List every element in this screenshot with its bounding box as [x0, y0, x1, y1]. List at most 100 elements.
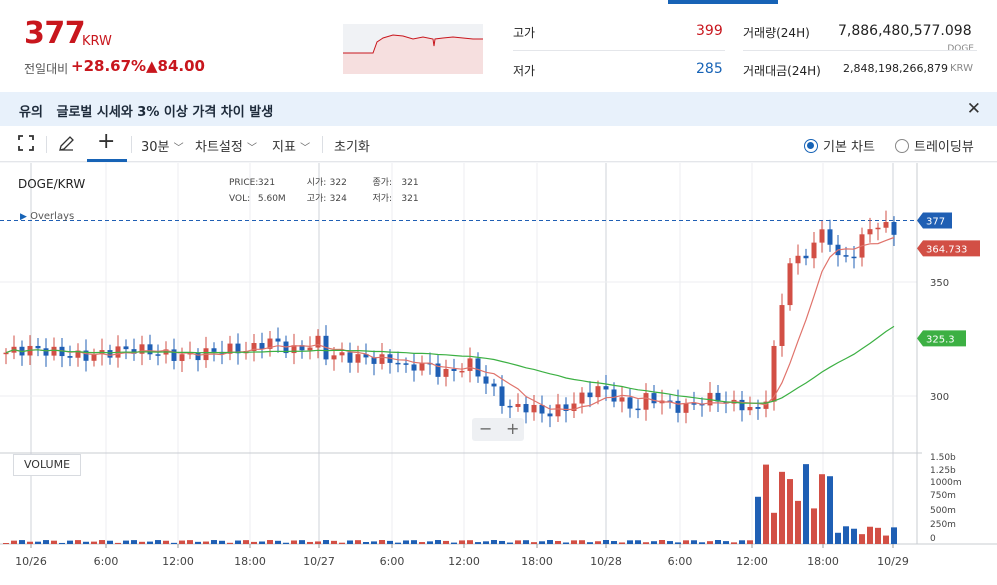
zoom-out-button[interactable]: −: [479, 419, 493, 438]
price-chart[interactable]: 350 300 1.50b 1.25b 1000m 750m 500m 250m 0 377 364…: [0, 163, 997, 585]
volume-bar: [867, 526, 873, 544]
volume-unit: DOGE: [947, 44, 974, 54]
pencil-icon[interactable]: [58, 135, 75, 156]
candle: [587, 392, 593, 398]
volume-bar: [475, 542, 481, 544]
chart-toolbar: + 30분 ﹀ 차트설정 ﹀ 지표 ﹀ 초기화 기본 차트 트레이딩뷰: [0, 126, 997, 162]
overlays-toggle[interactable]: ▶ Overlays: [20, 211, 74, 222]
candle: [307, 347, 313, 351]
change-percent: +28.67%: [71, 57, 147, 75]
volume-bar: [251, 541, 257, 544]
volume-bar: [83, 541, 89, 544]
candle: [363, 354, 369, 358]
candle: [251, 343, 257, 351]
volume-bar: [675, 542, 681, 544]
volume-bar: [91, 541, 97, 544]
candle: [787, 263, 793, 306]
candle: [299, 345, 305, 351]
ma-long-badge: 325.3: [926, 334, 955, 345]
crosshair-icon[interactable]: +: [97, 129, 116, 154]
candle: [235, 343, 241, 354]
x-tick-label: 10/29: [877, 555, 909, 568]
volume-bar: [315, 541, 321, 544]
chevron-down-icon: ﹀: [173, 143, 184, 154]
candle: [547, 413, 553, 417]
volume-bar: [499, 540, 505, 544]
volume-bar: [587, 542, 593, 544]
volume-bar: [515, 540, 521, 544]
candle: [315, 335, 321, 348]
volume-bar: [427, 541, 433, 544]
candle: [819, 229, 825, 243]
candle: [515, 404, 521, 407]
candle: [747, 407, 753, 411]
x-tick-label: 18:00: [234, 555, 266, 568]
candle: [675, 400, 681, 413]
basic-chart-radio[interactable]: 기본 차트: [804, 136, 875, 155]
volume-bar: [19, 540, 25, 544]
play-icon: ▶: [20, 212, 27, 222]
volume-bar: [435, 540, 441, 544]
candle: [211, 348, 217, 352]
volume-bar: [451, 542, 457, 544]
chart-canvas[interactable]: 350 300 1.50b 1.25b 1000m 750m 500m 250m 0 377 364…: [0, 163, 997, 585]
volume-bar: [507, 542, 513, 544]
volume-bar: [147, 541, 153, 544]
volume-bar: [371, 541, 377, 544]
candle: [739, 399, 745, 411]
zoom-in-button[interactable]: +: [506, 419, 520, 438]
volume-bar: [275, 540, 281, 544]
volume-bar: [219, 540, 225, 544]
ma-long-badge-bg: [917, 330, 966, 347]
candle: [83, 350, 89, 361]
close-icon[interactable]: ✕: [966, 99, 981, 119]
volume-bar: [795, 500, 801, 544]
volume-bar: [331, 540, 337, 544]
volume-bar: [459, 540, 465, 544]
volume-bar: [283, 542, 289, 544]
candle: [227, 343, 233, 354]
vol-label: VOL:: [229, 194, 251, 204]
last-price-badge: 377: [926, 216, 945, 227]
candle: [571, 403, 577, 411]
volume-bar: [555, 540, 561, 544]
volume-bar: [667, 541, 673, 544]
candle: [43, 348, 49, 356]
volume-bar: [651, 541, 657, 544]
candle: [451, 368, 457, 371]
tradingview-radio[interactable]: 트레이딩뷰: [895, 136, 974, 155]
volume-bar: [339, 542, 345, 544]
change-label: 전일대비: [24, 62, 69, 76]
low-label: 저가:: [372, 194, 393, 204]
volume-bar: [403, 540, 409, 544]
candle: [187, 352, 193, 355]
candle: [259, 343, 265, 349]
pair-label: DOGE/KRW: [18, 177, 86, 191]
close-label: 종가:: [372, 178, 393, 188]
volume-bar: [131, 540, 137, 544]
candle: [755, 407, 761, 409]
volume-bar: [547, 540, 553, 544]
volume-bar: [843, 526, 849, 544]
reset-button[interactable]: 초기화: [334, 140, 370, 155]
candle: [331, 355, 337, 360]
volume-bar: [747, 540, 753, 544]
volume-bar: [491, 540, 497, 544]
volume-bar: [395, 542, 401, 544]
chart-settings-dropdown[interactable]: 차트설정 ﹀: [195, 136, 257, 155]
divider: [513, 50, 725, 51]
volume-tick-label: 250m: [930, 520, 956, 530]
volume-bar: [763, 464, 769, 544]
volume-bar: [179, 540, 185, 544]
interval-dropdown[interactable]: 30분 ﹀: [141, 136, 184, 155]
close-value: 321: [401, 178, 419, 188]
y-tick-label: 350: [930, 278, 949, 289]
candle: [395, 362, 401, 365]
volume-bar: [595, 541, 601, 544]
fullscreen-icon[interactable]: [18, 135, 34, 155]
volume-tick-label: 1.25b: [930, 466, 956, 476]
candle: [3, 352, 9, 355]
high-price-value: 399: [696, 23, 723, 39]
indicators-dropdown[interactable]: 지표 ﹀: [272, 136, 310, 155]
volume-bar: [739, 540, 745, 544]
